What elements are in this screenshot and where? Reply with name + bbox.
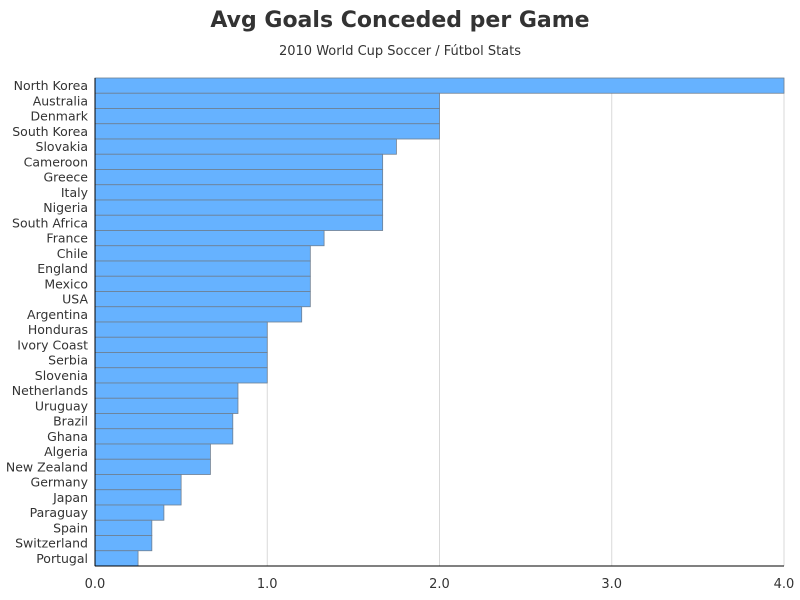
category-label: Serbia xyxy=(48,353,88,368)
chart-subtitle: 2010 World Cup Soccer / Fútbol Stats xyxy=(278,44,522,59)
bar xyxy=(94,367,268,384)
bar xyxy=(94,291,311,308)
bar xyxy=(94,260,311,277)
category-label: Portugal xyxy=(36,551,88,566)
category-label: Japan xyxy=(52,490,88,505)
bar xyxy=(94,77,785,94)
x-tick-labels: 0.0 1.0 2.0 3.0 4.0 xyxy=(85,577,795,592)
x-tick-label: 3.0 xyxy=(601,577,622,592)
bar xyxy=(94,321,268,338)
category-label: South Africa xyxy=(12,215,88,230)
category-label: Greece xyxy=(44,170,89,185)
category-label: Argentina xyxy=(27,307,88,322)
category-label: England xyxy=(37,261,88,276)
bar xyxy=(94,382,239,399)
axes xyxy=(94,78,784,567)
bar xyxy=(94,123,440,140)
category-label: Uruguay xyxy=(35,398,89,413)
category-label: North Korea xyxy=(14,78,88,93)
category-label: Paraguay xyxy=(30,505,89,520)
category-label: Slovakia xyxy=(36,139,88,154)
bar xyxy=(94,397,239,414)
category-label: Mexico xyxy=(44,276,88,291)
category-label: Netherlands xyxy=(12,383,88,398)
category-label: Ivory Coast xyxy=(17,337,88,352)
x-tick-label: 4.0 xyxy=(774,577,795,592)
bar xyxy=(94,184,384,201)
bar xyxy=(94,535,153,552)
bar xyxy=(94,428,234,445)
category-label: Italy xyxy=(61,185,89,200)
category-label: Chile xyxy=(57,246,89,261)
bar xyxy=(94,245,311,262)
bar xyxy=(94,519,153,536)
category-label: Spain xyxy=(53,520,88,535)
category-label: Germany xyxy=(31,475,89,490)
category-label: Honduras xyxy=(28,322,88,337)
bar xyxy=(94,550,139,567)
category-label: Nigeria xyxy=(43,200,88,215)
bar xyxy=(94,336,268,353)
category-label: Brazil xyxy=(53,414,88,429)
chart-title: Avg Goals Conceded per Game xyxy=(210,8,590,33)
category-label: France xyxy=(46,231,88,246)
bar xyxy=(94,214,384,231)
bar xyxy=(94,474,182,491)
bar xyxy=(94,169,384,186)
bar xyxy=(94,92,440,109)
bar xyxy=(94,230,325,247)
category-label: New Zealand xyxy=(6,459,88,474)
bars xyxy=(94,77,785,567)
bar xyxy=(94,352,268,369)
x-tick-label: 0.0 xyxy=(85,577,106,592)
bar xyxy=(94,199,384,216)
category-label: USA xyxy=(62,292,88,307)
category-label: Cameroon xyxy=(24,154,88,169)
category-label: Algeria xyxy=(44,444,88,459)
bar xyxy=(94,489,182,506)
bar xyxy=(94,458,211,475)
bar xyxy=(94,138,397,155)
bar xyxy=(94,443,211,460)
bar xyxy=(94,413,234,430)
bar xyxy=(94,108,440,125)
category-label: Ghana xyxy=(47,429,88,444)
category-label: South Korea xyxy=(12,124,88,139)
bar xyxy=(94,153,384,170)
category-label: Slovenia xyxy=(35,368,88,383)
category-label: Switzerland xyxy=(15,536,88,551)
bar xyxy=(94,504,165,521)
category-label: Australia xyxy=(33,93,88,108)
bar xyxy=(94,275,311,292)
category-label: Denmark xyxy=(31,109,89,124)
x-tick-label: 2.0 xyxy=(429,577,450,592)
bar xyxy=(94,306,303,323)
x-tick-label: 1.0 xyxy=(257,577,278,592)
